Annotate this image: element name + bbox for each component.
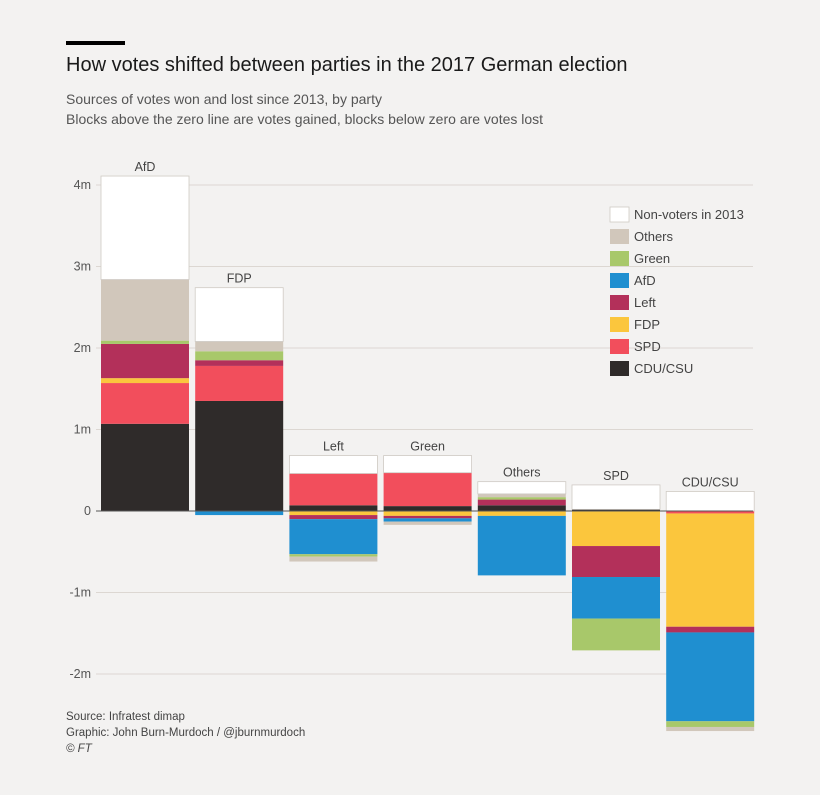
y-tick-label: -2m bbox=[69, 667, 91, 681]
bar-segment-spd-afd bbox=[572, 577, 660, 619]
bar-segment-left-non-voters-in-2013 bbox=[288, 455, 378, 474]
bar-segment-cdu-csu-green bbox=[666, 721, 755, 727]
bar-segment-spd-left bbox=[572, 546, 660, 578]
bar-segment-spd-non-voters-in-2013 bbox=[571, 484, 661, 510]
bar-segment-others-fdp bbox=[477, 511, 566, 516]
bar-segment-green-fdp bbox=[383, 511, 472, 516]
bar-segment-green-non-voters-in-2013 bbox=[383, 455, 473, 474]
bar-segment-cdu-csu-afd bbox=[666, 632, 755, 722]
y-tick-label: 1m bbox=[74, 423, 91, 437]
legend-swatch-non-voters-in-2013 bbox=[609, 206, 630, 223]
bar-segment-afd-spd bbox=[101, 383, 189, 424]
bar-segment-afd-green bbox=[101, 340, 189, 344]
page-title: How votes shifted between parties in the… bbox=[66, 54, 628, 76]
legend-swatch-green bbox=[610, 251, 629, 266]
bar-segment-others-afd bbox=[477, 515, 566, 576]
legend-label-green: Green bbox=[634, 251, 670, 266]
y-tick-label: -1m bbox=[69, 586, 91, 600]
bar-label-left: Left bbox=[323, 440, 344, 454]
bar-segment-spd-fdp bbox=[572, 511, 660, 547]
legend-label-left: Left bbox=[634, 295, 656, 310]
y-tick-label: 4m bbox=[74, 178, 91, 192]
bar-label-green: Green bbox=[410, 440, 445, 454]
legend-swatch-fdp bbox=[610, 317, 629, 332]
legend-swatch-afd bbox=[610, 273, 629, 288]
bar-segment-others-others bbox=[477, 493, 566, 498]
bar-segment-left-left bbox=[289, 515, 378, 520]
copyright-note: © FT bbox=[66, 743, 92, 755]
y-tick-label: 0 bbox=[84, 504, 91, 518]
bar-segment-cdu-csu-left bbox=[666, 626, 755, 633]
bar-segment-others-cdu-csu bbox=[477, 505, 566, 511]
legend-label-fdp: FDP bbox=[634, 317, 660, 332]
bar-segment-green-spd bbox=[383, 472, 472, 507]
bar-label-others: Others bbox=[503, 466, 541, 480]
bar-segment-cdu-csu-others bbox=[666, 726, 755, 732]
bar-segment-cdu-csu-spd bbox=[666, 511, 755, 514]
chart-subtitle-note: Blocks above the zero line are votes gai… bbox=[66, 111, 544, 127]
graphic-credit: Graphic: John Burn-Murdoch / @jburnmurdo… bbox=[66, 727, 306, 739]
bar-segment-left-green bbox=[289, 554, 378, 557]
legend-label-cdu-csu: CDU/CSU bbox=[634, 361, 693, 376]
legend-label-non-voters-in-2013: Non-voters in 2013 bbox=[634, 207, 744, 222]
bar-segment-others-green bbox=[477, 497, 566, 500]
bar-segment-afd-others bbox=[101, 279, 189, 341]
bar-segment-fdp-others bbox=[195, 341, 284, 352]
legend-swatch-spd bbox=[610, 339, 629, 354]
bar-segment-green-afd bbox=[383, 518, 472, 522]
title-accent-bar bbox=[66, 41, 125, 45]
bar-segment-left-spd bbox=[289, 473, 378, 506]
bar-segment-fdp-non-voters-in-2013 bbox=[194, 287, 284, 342]
legend-swatch-left bbox=[610, 295, 629, 310]
bar-label-spd: SPD bbox=[603, 469, 629, 483]
legend-swatch-others bbox=[610, 229, 629, 244]
bar-segment-fdp-left bbox=[195, 360, 284, 366]
bar-segment-fdp-spd bbox=[195, 365, 284, 401]
bar-segment-afd-cdu-csu bbox=[101, 423, 189, 511]
source-note: Source: Infratest dimap bbox=[66, 711, 185, 723]
bar-segment-left-others bbox=[289, 556, 378, 562]
bar-segment-cdu-csu-fdp bbox=[666, 513, 755, 627]
bar-label-cdu-csu: CDU/CSU bbox=[682, 475, 739, 489]
bar-segment-fdp-green bbox=[195, 351, 284, 361]
bar-segment-green-cdu-csu bbox=[383, 506, 472, 511]
bar-label-afd: AfD bbox=[135, 160, 156, 174]
bar-segment-others-left bbox=[477, 499, 566, 506]
bar-segment-left-fdp bbox=[289, 511, 378, 516]
bar-segment-cdu-csu-non-voters-in-2013 bbox=[665, 491, 755, 512]
chart-subtitle: Sources of votes won and lost since 2013… bbox=[66, 91, 382, 107]
legend-label-others: Others bbox=[634, 229, 674, 244]
bar-segment-fdp-afd bbox=[195, 511, 284, 516]
bar-segment-afd-non-voters-in-2013 bbox=[100, 175, 190, 280]
bar-label-fdp: FDP bbox=[227, 272, 252, 286]
bar-segment-green-others bbox=[383, 521, 472, 525]
bar-segment-spd-green bbox=[572, 618, 660, 651]
legend-label-afd: AfD bbox=[634, 273, 656, 288]
bar-segment-afd-fdp bbox=[101, 378, 189, 384]
y-tick-label: 2m bbox=[74, 341, 91, 355]
y-tick-label: 3m bbox=[74, 260, 91, 274]
bar-segment-spd-cdu-csu bbox=[572, 509, 660, 511]
bar-segment-afd-left bbox=[101, 343, 189, 379]
bar-segment-left-cdu-csu bbox=[289, 505, 378, 511]
bar-segment-others-non-voters-in-2013 bbox=[477, 481, 567, 495]
legend-swatch-cdu-csu bbox=[610, 361, 629, 376]
legend-label-spd: SPD bbox=[634, 339, 661, 354]
bar-segment-fdp-cdu-csu bbox=[195, 400, 284, 511]
bar-segment-green-left bbox=[383, 515, 472, 519]
bar-segment-left-afd bbox=[289, 519, 378, 555]
